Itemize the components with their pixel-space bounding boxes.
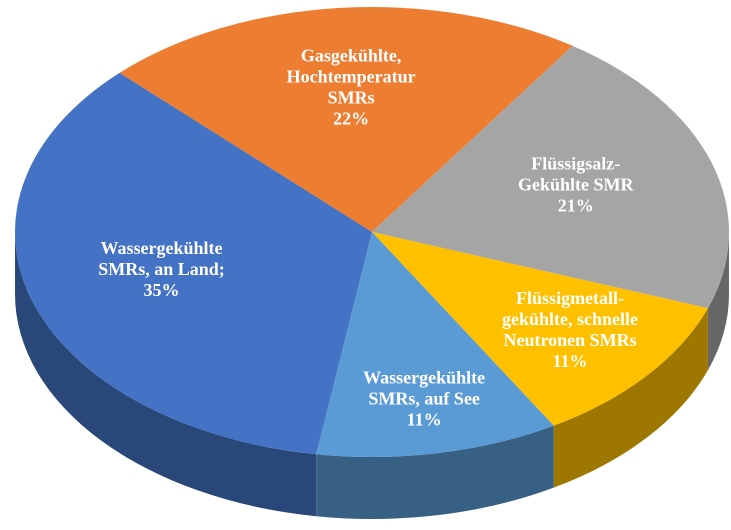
pie-side — [316, 425, 554, 519]
value-label: 11% — [407, 409, 442, 429]
slice-label: Flüssigmetall-gekühlte, schnelle Neutrone… — [502, 288, 638, 371]
value-label: 22% — [333, 109, 369, 129]
pie-slice — [316, 232, 554, 458]
pie-slice — [14, 72, 372, 455]
pie-slice — [372, 45, 729, 309]
pie-side — [15, 232, 317, 517]
label-line: gekühlte, schnelle — [502, 309, 638, 329]
value-label: 21% — [558, 195, 594, 215]
value-label: 35% — [143, 280, 179, 300]
label-line: Gasgekühlte, — [301, 46, 402, 66]
label-line: Hochtemperatur — [287, 67, 416, 87]
pie-slice — [372, 232, 708, 426]
pie-side — [707, 232, 729, 371]
value-label: 11% — [553, 351, 588, 371]
slice-label: Flüssigsalz-Gekühlte SMR 21% — [518, 153, 635, 215]
slice-label: Wassergekühlte SMRs, an Land; 35% — [98, 238, 225, 300]
label-line: SMRs — [328, 88, 375, 108]
label-line: SMRs, an Land; — [98, 259, 225, 279]
pie-side — [553, 308, 708, 488]
label-line: Neutronen SMRs — [503, 330, 636, 350]
label-line: Wassergekühlte — [100, 238, 222, 258]
label-line: Flüssigmetall- — [516, 288, 624, 308]
label-line: Flüssigsalz- — [531, 153, 620, 173]
slice-label: Wassergekühlte SMRs, auf See 11% — [363, 367, 485, 429]
label-line: Gekühlte SMR — [518, 174, 635, 194]
slice-label: Gasgekühlte, Hochtemperatur SMRs 22% — [287, 46, 416, 129]
pie-slice — [119, 7, 573, 233]
label-line: SMRs, auf See — [368, 388, 480, 408]
label-line: Wassergekühlte — [363, 367, 485, 387]
